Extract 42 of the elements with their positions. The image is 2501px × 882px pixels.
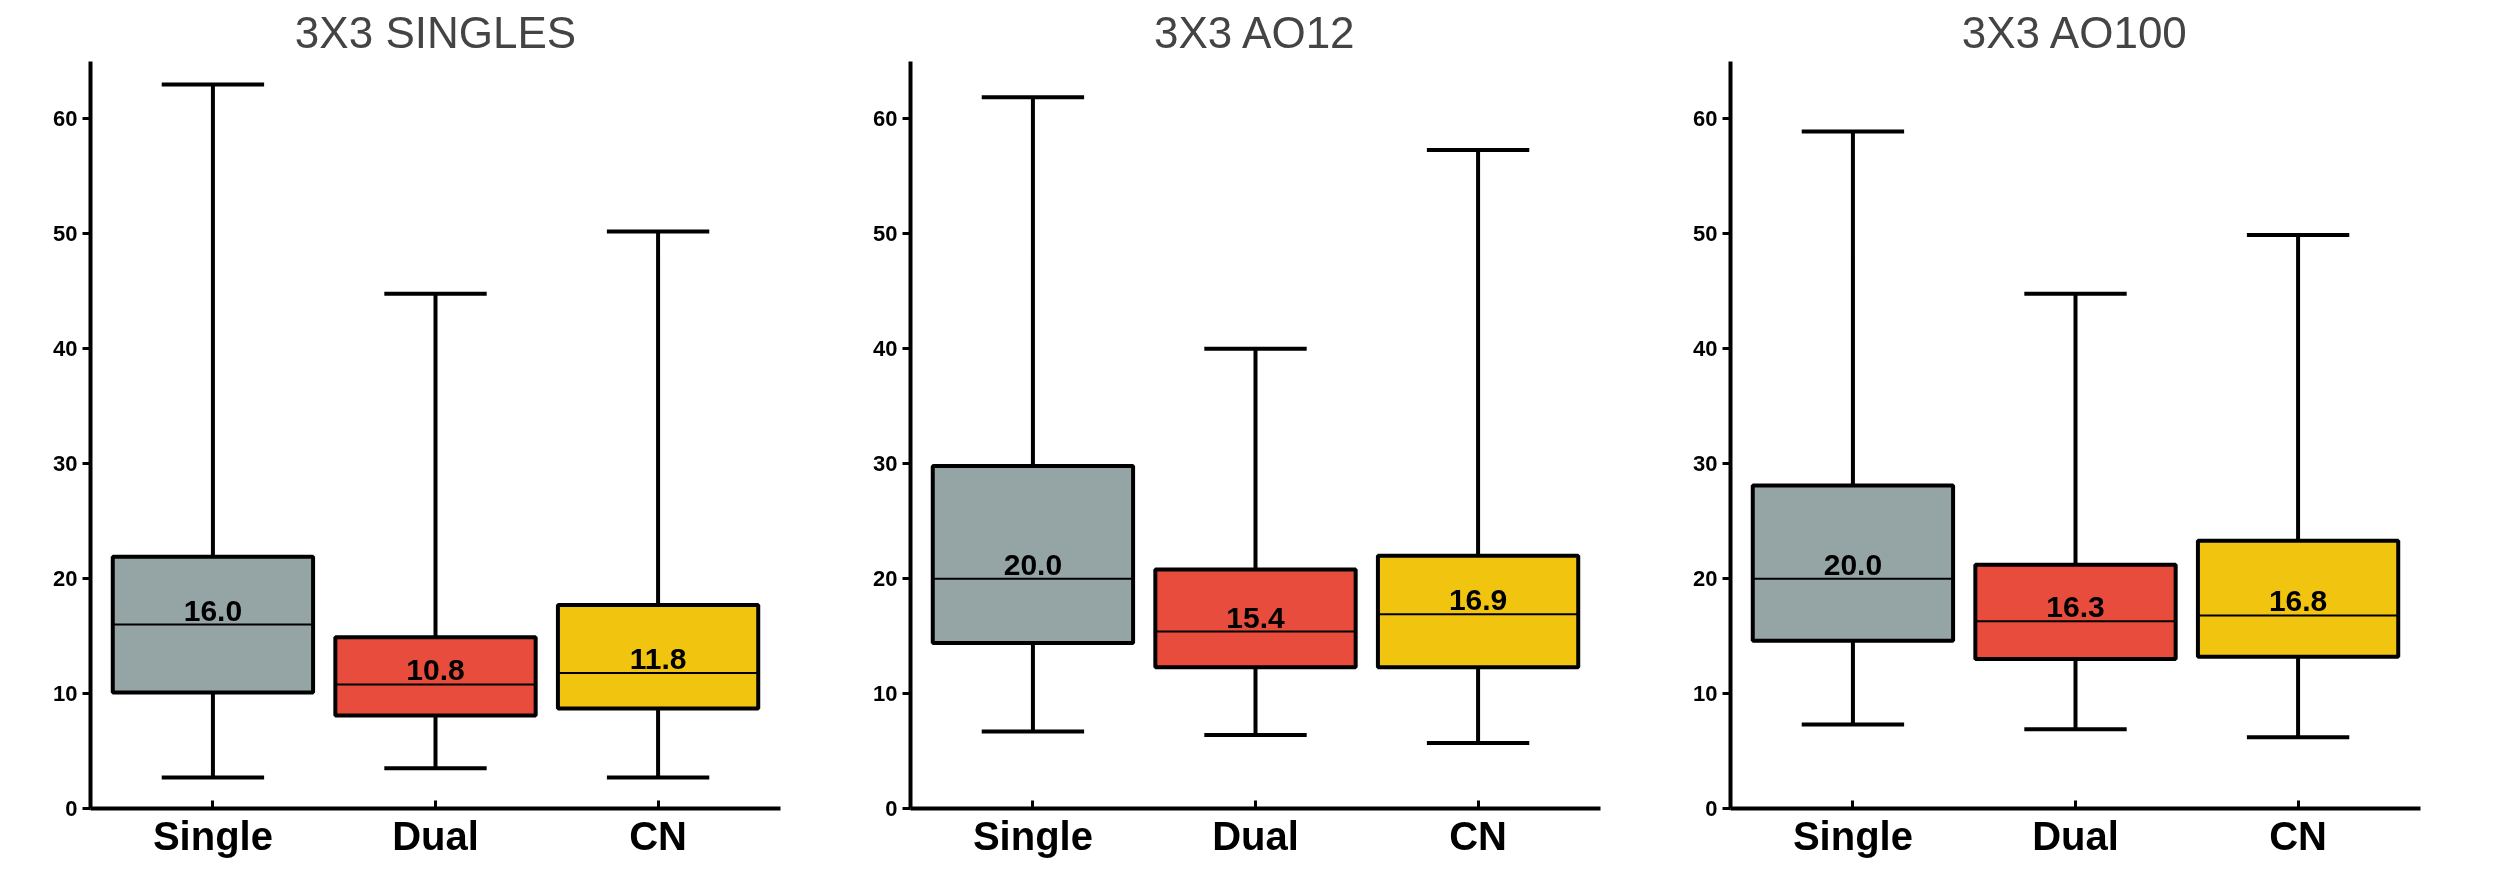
y-tick-label: 0: [1705, 796, 1718, 821]
y-tick-label: 40: [873, 336, 898, 362]
y-tick-label: 50: [873, 221, 898, 247]
y-tick-label: 20: [873, 566, 898, 592]
chart-title: 3X3 SINGLES: [294, 7, 577, 57]
text: 20.0: [1823, 547, 1883, 581]
text: 15.4: [1226, 600, 1285, 634]
chart-title: 3X3 AO100: [1961, 7, 2187, 57]
x-tick-label: Dual: [1212, 813, 1299, 858]
x-tick-label: Dual: [2032, 813, 2119, 858]
y-tick-label: 50: [53, 221, 78, 247]
y-tick-label: 60: [873, 106, 898, 132]
y-tick-label: 10: [873, 681, 898, 707]
y-tick-label: 20: [1693, 566, 1718, 592]
y-tick-label: 30: [1693, 451, 1718, 477]
y-tick-label: 50: [1693, 221, 1718, 247]
y-tick-label: 0: [885, 796, 898, 821]
y-tick-label: 30: [873, 451, 898, 477]
y-tick-label: 60: [1693, 106, 1718, 132]
text: 10.8: [406, 653, 465, 687]
text: 20.0: [1003, 547, 1063, 581]
y-tick-label: 0: [65, 796, 78, 821]
y-tick-label: 30: [53, 451, 78, 477]
text: 16.0: [183, 593, 243, 627]
x-tick-label: Single: [1792, 813, 1913, 858]
y-tick-label: 40: [1693, 336, 1718, 362]
y-tick-label: 10: [53, 681, 78, 707]
chart-title: 3X3 AO12: [1153, 7, 1355, 57]
x-tick-label: Dual: [392, 813, 479, 858]
x-tick-label: CN: [1449, 813, 1507, 858]
x-tick-label: CN: [629, 813, 687, 858]
text: 16.3: [2046, 590, 2105, 624]
y-tick-label: 60: [53, 106, 78, 132]
text: 16.9: [1448, 583, 1508, 617]
y-tick-label: 10: [1693, 681, 1718, 707]
x-tick-label: Single: [972, 813, 1093, 858]
y-tick-label: 40: [53, 336, 78, 362]
y-tick-label: 20: [53, 566, 78, 592]
x-tick-label: Single: [152, 813, 273, 858]
text: 16.8: [2268, 584, 2328, 618]
x-tick-label: CN: [2269, 813, 2327, 858]
text: 11.8: [629, 641, 687, 675]
